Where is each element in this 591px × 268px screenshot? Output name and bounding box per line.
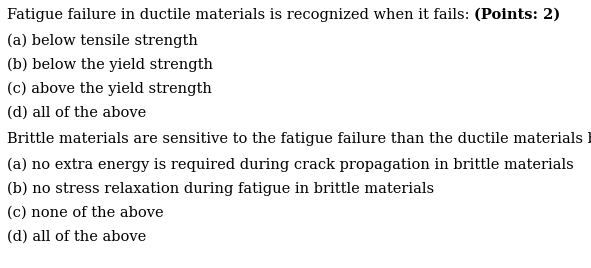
Text: (c) none of the above: (c) none of the above [7,206,164,220]
Text: (b) below the yield strength: (b) below the yield strength [7,58,213,72]
Text: Fatigue failure in ductile materials is recognized when it fails:: Fatigue failure in ductile materials is … [7,8,474,22]
Text: (b) no stress relaxation during fatigue in brittle materials: (b) no stress relaxation during fatigue … [7,182,434,196]
Text: (d) all of the above: (d) all of the above [7,230,146,244]
Text: (d) all of the above: (d) all of the above [7,106,146,120]
Text: (a) no extra energy is required during crack propagation in brittle materials: (a) no extra energy is required during c… [7,158,574,172]
Text: Brittle materials are sensitive to the fatigue failure than the ductile material: Brittle materials are sensitive to the f… [7,132,591,146]
Text: (c) above the yield strength: (c) above the yield strength [7,82,212,96]
Text: (Points: 2): (Points: 2) [474,8,560,22]
Text: (a) below tensile strength: (a) below tensile strength [7,34,198,49]
